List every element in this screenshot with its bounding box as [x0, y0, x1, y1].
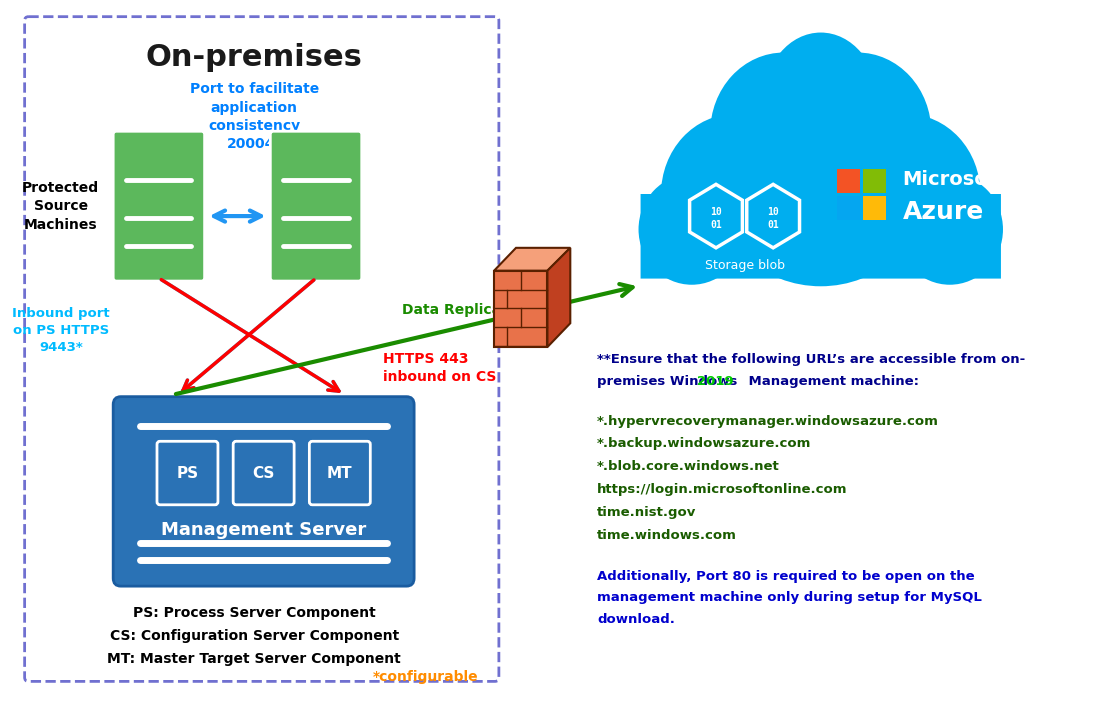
- Ellipse shape: [763, 32, 878, 171]
- Text: CS: CS: [252, 465, 275, 481]
- Bar: [862, 196, 886, 220]
- Text: Protected
Source
Machines: Protected Source Machines: [22, 180, 99, 231]
- Text: Microsoft: Microsoft: [903, 170, 1006, 189]
- Text: premises Windows: premises Windows: [596, 375, 742, 388]
- Text: PS: Process Server Component: PS: Process Server Component: [133, 606, 375, 620]
- Text: *.hypervrecoverymanager.windowsazure.com: *.hypervrecoverymanager.windowsazure.com: [596, 415, 938, 427]
- Bar: [862, 169, 886, 193]
- Text: 01: 01: [767, 220, 779, 230]
- Text: 10: 10: [767, 207, 779, 217]
- Text: *.backup.windowsazure.com: *.backup.windowsazure.com: [596, 438, 811, 450]
- Text: Azure: Azure: [903, 200, 984, 224]
- FancyBboxPatch shape: [113, 131, 204, 281]
- Text: Additionally, Port 80 is required to be open on the: Additionally, Port 80 is required to be …: [596, 570, 975, 582]
- Text: *.blob.core.windows.net: *.blob.core.windows.net: [596, 460, 780, 473]
- Ellipse shape: [710, 53, 858, 212]
- Bar: [837, 196, 860, 220]
- Text: MT: MT: [327, 465, 353, 481]
- Text: download.: download.: [596, 613, 675, 626]
- FancyBboxPatch shape: [157, 441, 218, 505]
- Text: Data Replication**: Data Replication**: [402, 303, 546, 317]
- FancyBboxPatch shape: [640, 194, 1001, 278]
- Polygon shape: [494, 248, 571, 271]
- Ellipse shape: [714, 87, 927, 286]
- Ellipse shape: [661, 114, 809, 274]
- Bar: [837, 169, 860, 193]
- Text: HTTPS 443
inbound on CS: HTTPS 443 inbound on CS: [383, 352, 496, 384]
- FancyBboxPatch shape: [113, 397, 414, 586]
- Ellipse shape: [784, 53, 932, 212]
- FancyBboxPatch shape: [270, 131, 362, 281]
- Text: Management Server: Management Server: [161, 520, 366, 539]
- Text: management machine only during setup for MySQL: management machine only during setup for…: [596, 591, 982, 604]
- Text: 01: 01: [710, 220, 722, 230]
- Text: Storage blob: Storage blob: [705, 259, 784, 272]
- Text: **Ensure that the following URL’s are accessible from on-: **Ensure that the following URL’s are ac…: [596, 353, 1025, 367]
- Polygon shape: [547, 248, 571, 347]
- Ellipse shape: [897, 174, 1003, 285]
- Polygon shape: [494, 271, 547, 347]
- Polygon shape: [747, 184, 800, 248]
- Text: PS: PS: [176, 465, 199, 481]
- Text: Port to facilitate
application
consistency
20004*: Port to facilitate application consisten…: [190, 82, 318, 152]
- Text: On-premises: On-premises: [145, 43, 363, 72]
- Ellipse shape: [833, 114, 981, 274]
- Text: https://login.microsoftonline.com: https://login.microsoftonline.com: [596, 484, 848, 496]
- Text: Inbound port
on PS HTTPS
9443*: Inbound port on PS HTTPS 9443*: [12, 307, 109, 354]
- Text: time.windows.com: time.windows.com: [596, 529, 737, 542]
- Text: MT: Master Target Server Component: MT: Master Target Server Component: [107, 651, 401, 666]
- FancyBboxPatch shape: [309, 441, 371, 505]
- Text: 10: 10: [710, 207, 722, 217]
- FancyBboxPatch shape: [233, 441, 294, 505]
- Text: 2019: 2019: [697, 375, 734, 388]
- Text: time.nist.gov: time.nist.gov: [596, 506, 696, 519]
- Text: Management machine:: Management machine:: [731, 375, 919, 388]
- Text: *configurable: *configurable: [372, 670, 478, 685]
- Text: CS: Configuration Server Component: CS: Configuration Server Component: [109, 629, 399, 643]
- Polygon shape: [689, 184, 743, 248]
- Ellipse shape: [639, 174, 745, 285]
